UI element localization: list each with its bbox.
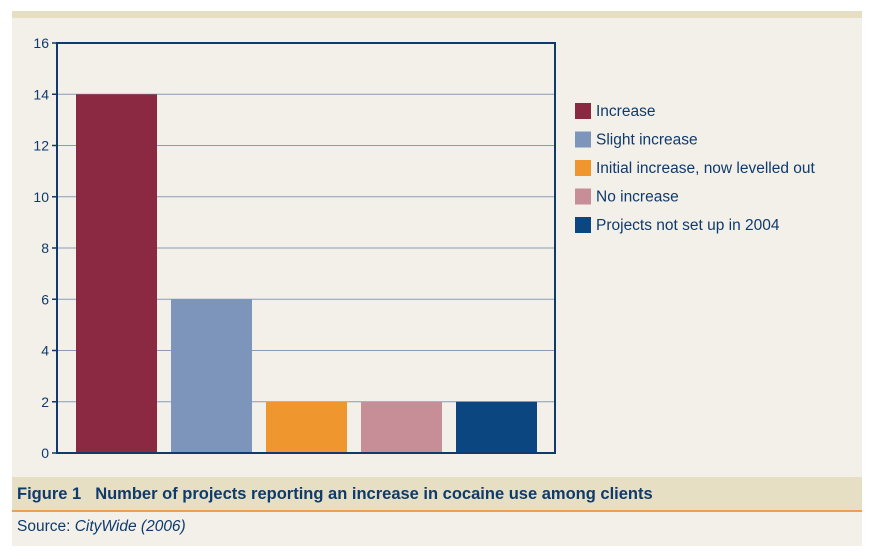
legend-label: Initial increase, now levelled out — [596, 160, 816, 177]
y-tick-label: 16 — [33, 35, 49, 51]
figure-caption: Figure 1 Number of projects reporting an … — [17, 485, 653, 504]
bar-no-increase — [361, 401, 442, 453]
bar-increase — [76, 94, 157, 453]
source-label: Source: — [17, 518, 75, 535]
figure-title: Number of projects reporting an increase… — [95, 485, 653, 503]
bar-initial-increase-now-levelled-out — [266, 401, 347, 453]
legend-label: Slight increase — [596, 132, 698, 149]
legend-label: Increase — [596, 103, 655, 120]
caption-divider — [12, 510, 862, 512]
y-tick-label: 4 — [41, 343, 49, 359]
caption-bar — [12, 477, 862, 510]
top-accent-bar — [12, 11, 862, 18]
y-tick-label: 10 — [33, 189, 49, 205]
plot-frame — [56, 42, 556, 454]
legend-label: No increase — [596, 189, 679, 206]
y-tick-label: 2 — [41, 394, 49, 410]
bar-projects-not-set-up-in-2004 — [456, 401, 537, 453]
y-tick-label: 12 — [33, 138, 49, 154]
y-tick-label: 6 — [41, 291, 49, 307]
legend-swatch — [575, 217, 591, 233]
figure-number: Figure 1 — [17, 485, 82, 503]
y-tick-label: 14 — [33, 86, 49, 102]
legend-swatch — [575, 103, 591, 119]
bar-chart: 0 2 4 6 8 10 12 14 16 Increase Slight increase Init… — [33, 35, 816, 461]
legend-label: Projects not set up in 2004 — [596, 217, 780, 234]
source-bar — [12, 512, 862, 546]
bar-slight-increase — [171, 299, 252, 453]
legend-swatch — [575, 188, 591, 205]
chart-panel: 0 2 4 6 8 10 12 14 16 Increase Slight increase Init… — [12, 18, 862, 477]
legend-swatch — [575, 160, 591, 176]
y-tick-label: 0 — [41, 445, 49, 461]
source-citation: CityWide (2006) — [74, 518, 186, 535]
legend-swatch — [575, 131, 591, 148]
y-tick-label: 8 — [41, 240, 49, 256]
source-line: Source: CityWide (2006) — [17, 518, 186, 536]
